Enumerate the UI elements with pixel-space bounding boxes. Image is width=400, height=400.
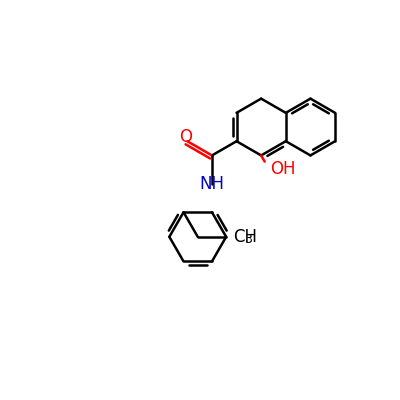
Text: O: O — [179, 128, 192, 146]
Text: OH: OH — [270, 160, 296, 178]
Text: NH: NH — [200, 175, 224, 193]
Text: 3: 3 — [244, 234, 252, 246]
Text: CH: CH — [233, 228, 257, 246]
